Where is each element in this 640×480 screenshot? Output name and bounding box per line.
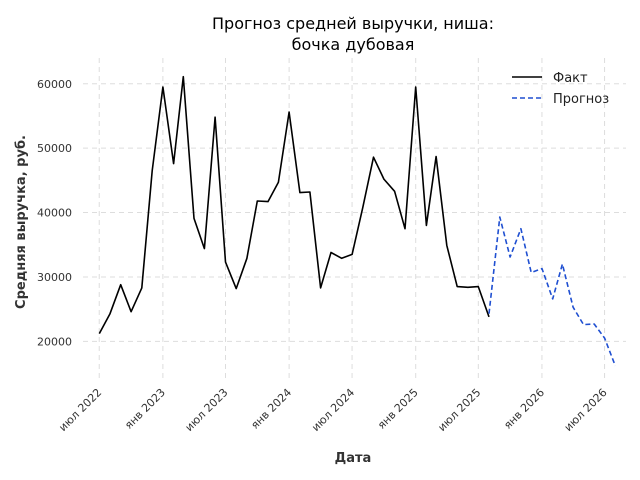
y-tick-label: 60000	[37, 78, 72, 91]
series-line-fact	[98, 75, 490, 334]
y-tick-label: 30000	[37, 271, 72, 284]
x-tick-label: янв 2023	[122, 386, 168, 432]
x-tick-label: июл 2025	[435, 386, 483, 434]
x-tick-label: июл 2023	[183, 386, 231, 434]
x-tick-label: июл 2022	[56, 386, 104, 434]
y-tick-labels: 20000 30000 40000 50000 60000	[37, 78, 72, 349]
legend-label-fact: Факт	[553, 71, 588, 86]
x-tick-label: июл 2024	[309, 386, 357, 434]
y-tick-label: 20000	[37, 335, 72, 348]
x-tick-label: янв 2024	[248, 386, 294, 432]
grid	[83, 58, 626, 380]
y-axis-label: Средняя выручка, руб.	[14, 135, 29, 309]
chart-title-line-2: бочка дубовая	[292, 35, 415, 54]
series-lines	[98, 75, 617, 367]
y-tick-label: 50000	[37, 142, 72, 155]
x-axis-label: Дата	[335, 451, 372, 466]
chart-title-line-1: Прогноз средней выручки, ниша:	[212, 14, 494, 33]
legend: Факт Прогноз	[512, 71, 609, 107]
x-tick-label: янв 2025	[375, 386, 421, 432]
x-tick-label: июл 2026	[562, 386, 610, 434]
x-tick-label: янв 2026	[501, 386, 547, 432]
series-line-forecast	[488, 216, 617, 367]
legend-label-forecast: Прогноз	[553, 92, 609, 107]
y-tick-label: 40000	[37, 207, 72, 220]
x-tick-labels: июл 2022 янв 2023 июл 2023 янв 2024 июл 2024…	[56, 386, 609, 434]
